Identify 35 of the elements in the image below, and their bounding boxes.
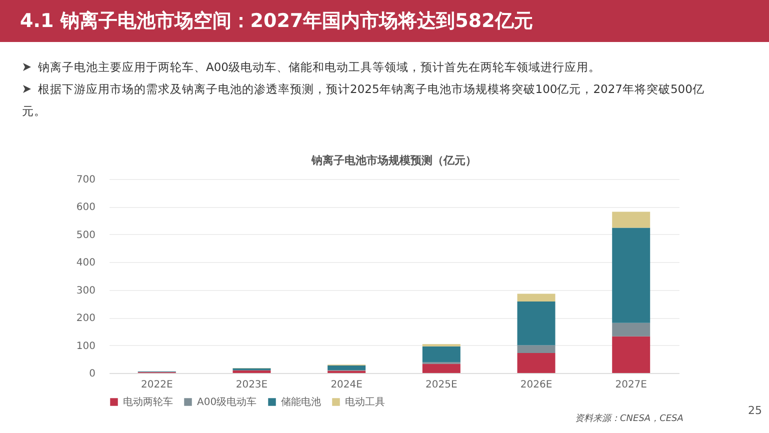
x-tick-label: 2024E — [330, 380, 362, 390]
bar — [422, 346, 460, 362]
bar — [612, 212, 650, 228]
bar — [517, 294, 556, 302]
y-tick-label: 200 — [76, 313, 96, 324]
x-tick-label: 2023E — [236, 380, 268, 390]
text: 4.1 钠离子电池市场空间：2027年国内市场将达到582亿元 — [0, 0, 769, 42]
legend-label: 储能电池 — [281, 396, 321, 408]
x-tick-label: 2025E — [426, 380, 458, 390]
y-tick-label: 0 — [89, 368, 96, 380]
bar — [612, 228, 650, 323]
y-tick-label: 100 — [76, 340, 96, 352]
text: 25 — [748, 404, 762, 417]
bar — [612, 336, 650, 373]
bar — [517, 301, 556, 346]
y-tick-label: 600 — [76, 202, 96, 214]
bar — [517, 345, 556, 354]
bar — [517, 353, 556, 373]
text: 根据下游应用市场的需求及钠离子电池的渗透率预测，预计2025年钠离子电池市场规模将突破100亿元，2027年将突破500亿元。 — [22, 81, 706, 120]
y-tick-label: 700 — [76, 174, 96, 186]
legend-label: 电动两轮车 — [123, 396, 173, 408]
bar — [328, 366, 366, 370]
x-tick-label: 2026E — [520, 380, 552, 390]
y-tick-label: 500 — [76, 230, 96, 241]
x-tick-label: 2027E — [615, 380, 647, 390]
legend-label: A00级电动车 — [197, 396, 257, 408]
text: 钠离子电池主要应用于两轮车、A00级电动车、储能和电动工具等领域，预计首先在两轮车领域进行应用。 — [37, 59, 602, 76]
y-tick-label: 400 — [76, 258, 96, 269]
bar — [612, 322, 650, 336]
bar — [422, 364, 460, 373]
text: 资料来源：CNESA，CESA — [575, 412, 684, 425]
chart-title: 钠离子电池市场规模预测（亿元） — [310, 154, 476, 167]
y-tick-label: 300 — [76, 285, 96, 296]
legend-label: 电动工具 — [345, 396, 385, 408]
x-tick-label: 2022E — [141, 380, 173, 390]
